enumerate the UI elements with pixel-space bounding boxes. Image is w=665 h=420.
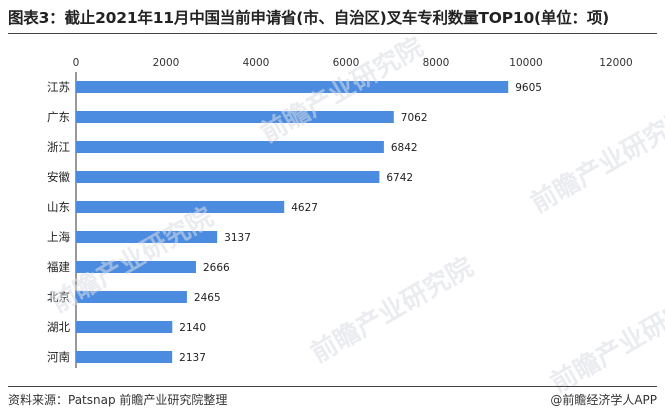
bar xyxy=(76,141,384,153)
bar xyxy=(76,231,218,243)
bar xyxy=(76,291,187,303)
category-label: 河南 xyxy=(47,350,70,364)
value-label: 2465 xyxy=(194,292,221,304)
category-label: 福建 xyxy=(47,260,70,274)
x-tick-label: 6000 xyxy=(333,57,360,69)
bar xyxy=(76,81,509,93)
value-label: 2140 xyxy=(179,322,206,334)
category-label: 湖北 xyxy=(47,320,70,334)
bar-chart: 0 2000 4000 6000 8000 10000 12000 江苏广东浙江安徽山东上海… xyxy=(47,57,633,368)
value-labels: 9605 7062 6842 6742 4627 3137 2666 2465 2140 2137 xyxy=(179,82,542,364)
category-label: 北京 xyxy=(47,290,70,304)
value-label: 3137 xyxy=(224,232,251,244)
category-label: 浙江 xyxy=(47,140,70,154)
value-label: 7062 xyxy=(401,112,428,124)
value-label: 4627 xyxy=(291,202,318,214)
value-label: 2666 xyxy=(203,262,230,274)
title-divider xyxy=(8,33,657,34)
x-axis-ticks: 0 2000 4000 6000 8000 10000 12000 xyxy=(73,57,633,69)
bars-group xyxy=(76,81,509,363)
footer-divider xyxy=(8,386,657,387)
bar xyxy=(76,201,285,213)
category-label: 安徽 xyxy=(47,170,70,184)
bar xyxy=(76,111,394,123)
x-tick-label: 2000 xyxy=(153,57,180,69)
bar xyxy=(76,261,196,273)
bar xyxy=(76,351,173,363)
category-label: 山东 xyxy=(47,200,70,214)
x-tick-label: 0 xyxy=(73,57,80,69)
brand-credit: @前瞻经济学人APP xyxy=(550,393,657,407)
bar xyxy=(76,321,173,333)
category-label: 江苏 xyxy=(47,80,70,94)
bar xyxy=(76,171,380,183)
category-label: 上海 xyxy=(47,230,70,244)
value-label: 2137 xyxy=(179,352,206,364)
value-label: 6742 xyxy=(386,172,413,184)
chart-title: 图表3：截止2021年11月中国当前申请省(市、自治区)叉车专利数量TOP10(… xyxy=(8,9,610,27)
value-label: 6842 xyxy=(391,142,418,154)
x-tick-label: 8000 xyxy=(423,57,450,69)
category-label: 广东 xyxy=(47,110,70,124)
x-tick-label: 4000 xyxy=(243,57,270,69)
x-tick-label: 10000 xyxy=(509,57,542,69)
x-tick-label: 12000 xyxy=(599,57,632,69)
source-note: 资料来源：Patsnap 前瞻产业研究院整理 xyxy=(8,393,228,407)
value-label: 9605 xyxy=(515,82,542,94)
